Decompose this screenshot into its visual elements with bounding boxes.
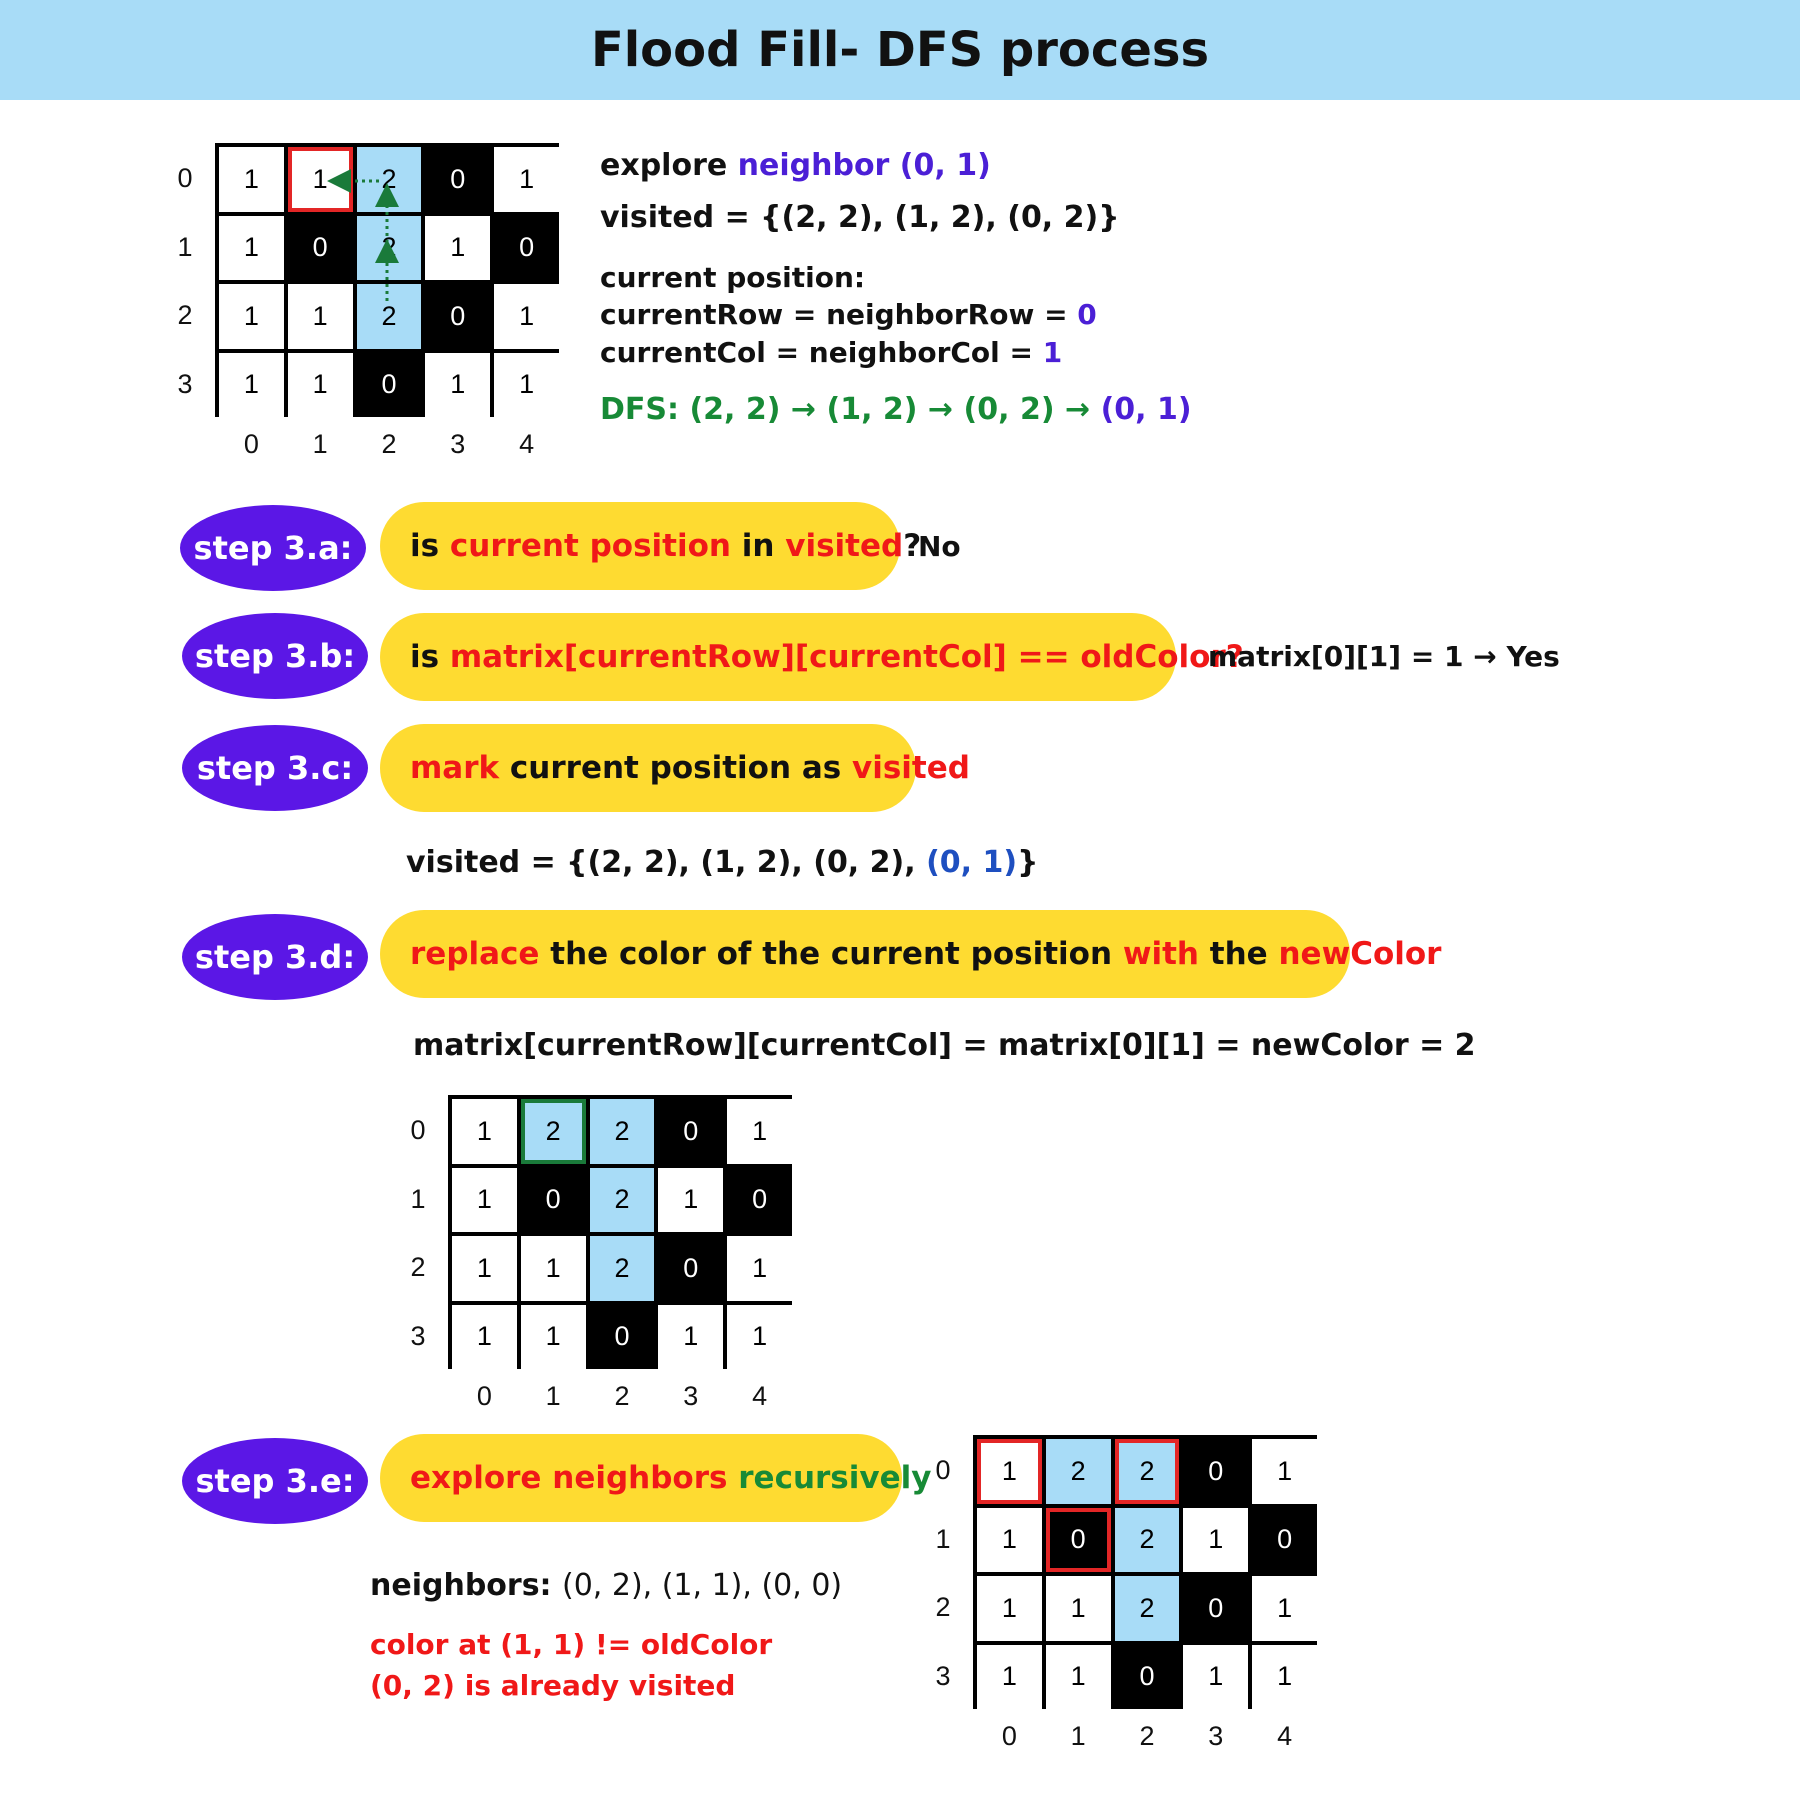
- row-label: 0: [173, 163, 197, 194]
- col-label: 0: [472, 1381, 496, 1412]
- col-label: 3: [446, 429, 470, 460]
- grid-cell: 2: [1115, 1508, 1180, 1573]
- step-3e-badge: step 3.e:: [182, 1438, 368, 1524]
- step-3a-badge: step 3.a:: [180, 505, 366, 591]
- col-label: 0: [997, 1721, 1021, 1752]
- grid-cell: 0: [521, 1168, 586, 1233]
- step-3d-action: replace the color of the current positio…: [380, 910, 1350, 998]
- grid-cell: 0: [1183, 1576, 1248, 1641]
- grid-cell: 2: [590, 1236, 655, 1301]
- grid-cell: 0: [590, 1305, 655, 1370]
- grid-cell: 1: [521, 1236, 586, 1301]
- col-label: 4: [515, 429, 539, 460]
- step-3b-badge: step 3.b:: [182, 613, 368, 699]
- grid-cell: 0: [658, 1236, 723, 1301]
- step-3d-formula: matrix[currentRow][currentCol] = matrix[…: [413, 1028, 1476, 1063]
- step-3a-question: is current position in visited?: [380, 502, 900, 590]
- grid-cell: 1: [1046, 1645, 1111, 1710]
- note-already-visited: (0, 2) is already visited: [370, 1669, 735, 1702]
- grid-cell: 1: [727, 1236, 792, 1301]
- step-3c-action: mark current position as visited: [380, 724, 916, 812]
- grid-cell: 2: [521, 1099, 586, 1164]
- row-label: 0: [406, 1115, 430, 1146]
- grid-cell: 0: [1046, 1508, 1111, 1573]
- row-label: 1: [406, 1184, 430, 1215]
- grid-cell: 1: [1183, 1508, 1248, 1573]
- grid-cell: 2: [590, 1168, 655, 1233]
- col-label: 4: [1273, 1721, 1297, 1752]
- grid-cell: 1: [977, 1508, 1042, 1573]
- row-label: 0: [931, 1455, 955, 1486]
- row-label: 3: [931, 1661, 955, 1692]
- grid-cell: 1: [977, 1576, 1042, 1641]
- grid-cell: 0: [1183, 1439, 1248, 1504]
- row-label: 3: [406, 1321, 430, 1352]
- current-col-text: currentCol = neighborCol = 1: [600, 336, 1062, 369]
- grid-cell: 0: [658, 1099, 723, 1164]
- step-3b-question: is matrix[currentRow][currentCol] == old…: [380, 613, 1176, 701]
- row-label: 3: [173, 369, 197, 400]
- grid-cell: 1: [452, 1168, 517, 1233]
- grid-cell: 2: [590, 1099, 655, 1164]
- step-3c-badge: step 3.c:: [182, 725, 368, 811]
- col-label: 3: [679, 1381, 703, 1412]
- grid-cell: 1: [1252, 1576, 1317, 1641]
- grid-cell: 0: [1252, 1508, 1317, 1573]
- explore-neighbor-text: explore neighbor (0, 1): [600, 148, 991, 183]
- grid-cell: 1: [658, 1305, 723, 1370]
- grid-cell: 0: [1115, 1645, 1180, 1710]
- step-3d-badge: step 3.d:: [182, 914, 368, 1000]
- col-label: 1: [308, 429, 332, 460]
- col-label: 1: [541, 1381, 565, 1412]
- col-label: 2: [377, 429, 401, 460]
- grid-cell: 1: [1252, 1645, 1317, 1710]
- step-3e-action: explore neighbors recursively: [380, 1434, 902, 1522]
- row-label: 1: [173, 232, 197, 263]
- step-3b-answer: matrix[0][1] = 1 → Yes: [1208, 640, 1560, 673]
- grid-cell: 1: [977, 1439, 1042, 1504]
- grid-cell: 1: [1183, 1645, 1248, 1710]
- grid-cell: 1: [521, 1305, 586, 1370]
- current-row-text: currentRow = neighborRow = 0: [600, 298, 1097, 331]
- grid-cell: 2: [1115, 1439, 1180, 1504]
- dfs-path-arrows: [215, 143, 559, 417]
- grid-cell: 1: [977, 1645, 1042, 1710]
- visited-set: visited = {(2, 2), (1, 2), (0, 2)}: [600, 200, 1120, 235]
- col-label: 3: [1204, 1721, 1228, 1752]
- grid-cell: 1: [727, 1099, 792, 1164]
- step-3a-answer: No: [918, 530, 961, 563]
- grid-cell: 1: [727, 1305, 792, 1370]
- col-label: 1: [1066, 1721, 1090, 1752]
- grid-cell: 1: [452, 1236, 517, 1301]
- current-position-label: current position:: [600, 261, 865, 294]
- col-label: 0: [239, 429, 263, 460]
- col-label: 2: [610, 1381, 634, 1412]
- grid-cell: 1: [1046, 1576, 1111, 1641]
- row-label: 2: [173, 300, 197, 331]
- dfs-path-text: DFS: (2, 2) → (1, 2) → (0, 2) → (0, 1): [600, 392, 1192, 427]
- grid-cell: 2: [1046, 1439, 1111, 1504]
- grid-cell: 1: [658, 1168, 723, 1233]
- grid-cell: 2: [1115, 1576, 1180, 1641]
- row-label: 1: [931, 1524, 955, 1555]
- grid-cell: 0: [727, 1168, 792, 1233]
- page-title: Flood Fill- DFS process: [0, 0, 1800, 100]
- row-label: 2: [406, 1252, 430, 1283]
- visited-updated: visited = {(2, 2), (1, 2), (0, 2), (0, 1…: [406, 845, 1038, 880]
- grid-cell: 1: [452, 1099, 517, 1164]
- grid-cell: 1: [1252, 1439, 1317, 1504]
- grid-cell: 1: [452, 1305, 517, 1370]
- col-label: 2: [1135, 1721, 1159, 1752]
- neighbors-list: neighbors: (0, 2), (1, 1), (0, 0): [370, 1568, 842, 1603]
- row-label: 2: [931, 1592, 955, 1623]
- col-label: 4: [748, 1381, 772, 1412]
- note-color-mismatch: color at (1, 1) != oldColor: [370, 1628, 772, 1661]
